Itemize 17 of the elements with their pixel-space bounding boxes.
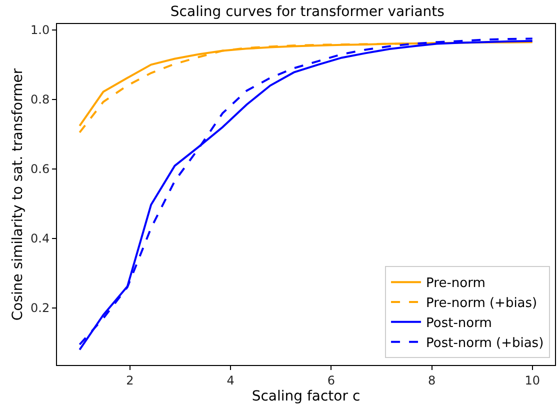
y-tick-label: 1.0 xyxy=(30,23,50,38)
y-tick-label: 0.6 xyxy=(30,162,50,176)
x-tick-label: 6 xyxy=(327,373,335,388)
y-axis-title: Cosine similarity to sat. transformer xyxy=(10,68,26,321)
x-tick-label: 4 xyxy=(226,373,234,388)
legend-label: Pre-norm xyxy=(426,276,486,292)
y-tick-label: 0.8 xyxy=(30,92,50,107)
x-tick-label: 10 xyxy=(524,373,540,388)
chart-title: Scaling curves for transformer variants xyxy=(170,4,444,20)
legend-label: Post-norm xyxy=(426,316,492,331)
x-axis-title: Scaling factor c xyxy=(252,388,360,405)
x-tick-label: 8 xyxy=(428,373,436,388)
legend-label: Post-norm (+bias) xyxy=(426,336,544,351)
y-tick-label: 0.4 xyxy=(30,232,50,246)
x-tick-label: 2 xyxy=(126,373,134,388)
y-tick-label: 0.2 xyxy=(30,301,50,316)
legend-label: Pre-norm (+bias) xyxy=(426,296,538,312)
